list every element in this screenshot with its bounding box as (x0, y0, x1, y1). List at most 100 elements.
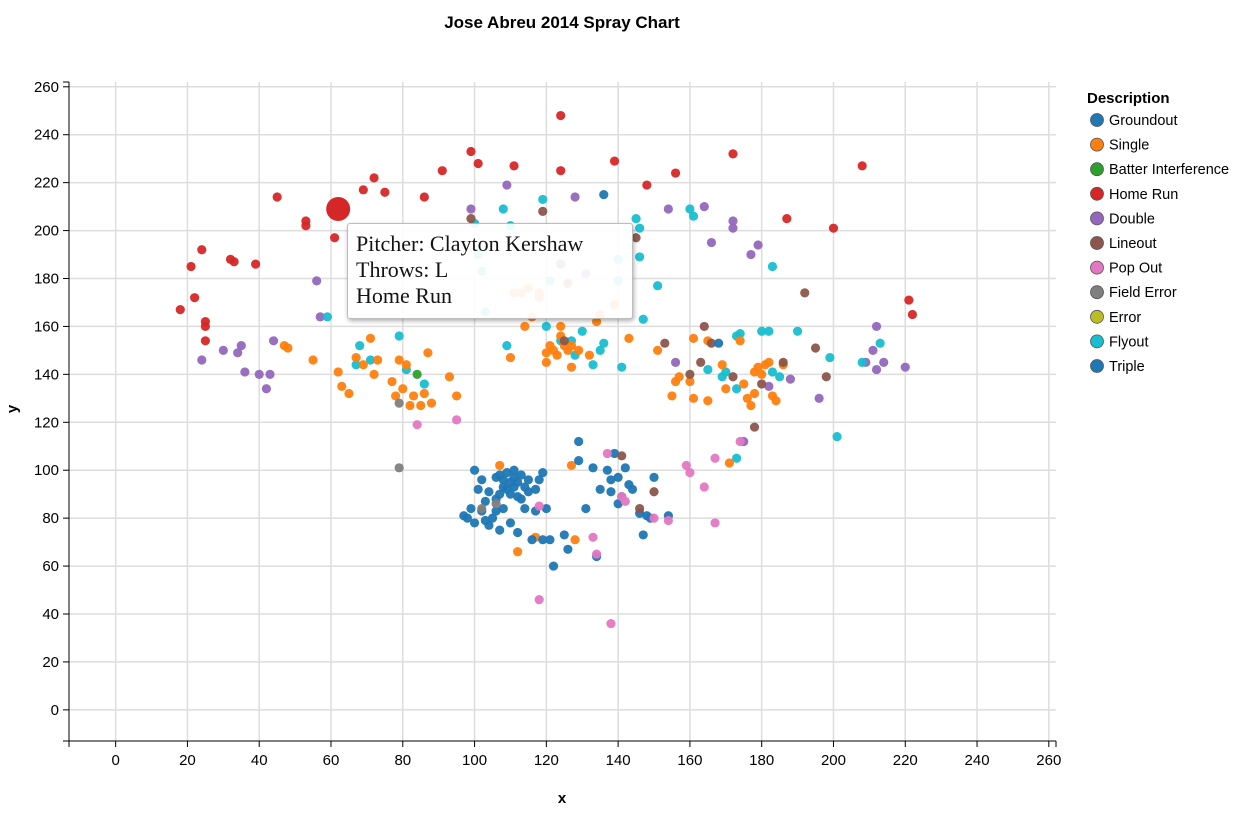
data-point[interactable] (520, 321, 530, 332)
data-point[interactable] (879, 357, 889, 367)
data-point[interactable] (480, 496, 490, 506)
data-point[interactable] (351, 360, 361, 370)
data-point[interactable] (764, 381, 774, 391)
data-point[interactable] (649, 487, 659, 497)
data-point[interactable] (200, 336, 210, 346)
data-point[interactable] (358, 185, 368, 195)
data-point[interactable] (685, 468, 695, 478)
data-point[interactable] (570, 192, 580, 202)
data-point[interactable] (473, 484, 483, 494)
data-point[interactable] (810, 343, 821, 353)
data-point[interactable] (699, 482, 709, 492)
data-point[interactable] (591, 317, 602, 327)
data-point[interactable] (757, 326, 767, 336)
data-point[interactable] (721, 384, 731, 394)
data-point[interactable] (513, 527, 523, 538)
data-point[interactable] (681, 460, 691, 471)
data-point[interactable] (358, 360, 368, 370)
data-point[interactable] (775, 372, 785, 382)
data-point[interactable] (523, 475, 534, 485)
data-point[interactable] (559, 530, 569, 540)
data-point[interactable] (749, 388, 760, 399)
data-point[interactable] (764, 326, 774, 336)
data-point[interactable] (631, 233, 641, 243)
data-point[interactable] (444, 372, 455, 382)
data-point[interactable] (552, 350, 562, 360)
data-point[interactable] (599, 190, 609, 200)
data-point[interactable] (505, 489, 516, 499)
data-point[interactable] (491, 499, 501, 509)
data-point[interactable] (563, 544, 573, 554)
data-point[interactable] (538, 206, 548, 217)
data-point[interactable] (373, 355, 383, 365)
data-point[interactable] (534, 595, 544, 605)
data-point[interactable] (602, 465, 612, 475)
data-point[interactable] (498, 503, 508, 514)
data-point[interactable] (706, 237, 717, 248)
data-point[interactable] (663, 204, 673, 214)
data-point[interactable] (670, 357, 681, 367)
data-point[interactable] (588, 532, 598, 542)
data-point[interactable] (757, 379, 767, 389)
data-point[interactable] (663, 515, 673, 526)
data-point[interactable] (570, 535, 580, 545)
data-point[interactable] (391, 391, 401, 401)
data-point[interactable] (484, 520, 494, 530)
data-point[interactable] (814, 393, 824, 403)
data-point[interactable] (731, 384, 742, 394)
data-point[interactable] (785, 374, 796, 384)
data-point[interactable] (717, 360, 727, 370)
data-point[interactable] (591, 549, 602, 559)
data-point[interactable] (620, 496, 630, 506)
data-point[interactable] (534, 475, 544, 485)
data-point[interactable] (516, 470, 526, 480)
data-point[interactable] (175, 305, 185, 315)
data-point[interactable] (900, 362, 910, 372)
data-point[interactable] (462, 513, 472, 523)
data-point[interactable] (556, 321, 566, 332)
data-point[interactable] (466, 204, 476, 214)
data-point[interactable] (197, 355, 207, 365)
data-point[interactable] (466, 146, 476, 157)
data-point[interactable] (541, 357, 551, 367)
data-point[interactable] (495, 460, 505, 471)
data-point[interactable] (538, 194, 548, 205)
data-point[interactable] (735, 329, 745, 339)
data-point[interactable] (218, 345, 228, 355)
data-point[interactable] (556, 166, 566, 176)
data-point[interactable] (394, 331, 404, 341)
data-point[interactable] (767, 261, 778, 272)
data-point[interactable] (606, 618, 616, 629)
data-point[interactable] (495, 525, 505, 535)
data-point[interactable] (792, 326, 803, 336)
data-point[interactable] (613, 472, 623, 482)
data-point[interactable] (581, 503, 591, 514)
data-point[interactable] (516, 494, 526, 504)
data-point[interactable] (753, 240, 763, 250)
data-point[interactable] (771, 396, 781, 406)
data-point[interactable] (782, 213, 792, 224)
data-point[interactable] (688, 211, 699, 221)
data-point[interactable] (254, 369, 264, 379)
data-point[interactable] (466, 213, 476, 224)
data-point[interactable] (653, 281, 663, 291)
data-point[interactable] (595, 484, 605, 494)
data-point[interactable] (398, 384, 408, 394)
data-point[interactable] (688, 393, 699, 403)
data-point[interactable] (871, 364, 882, 375)
data-point[interactable] (308, 355, 318, 365)
data-point[interactable] (685, 204, 695, 214)
data-point[interactable] (513, 477, 523, 487)
data-point[interactable] (502, 468, 512, 478)
data-point[interactable] (602, 448, 612, 459)
data-point[interactable] (746, 249, 756, 260)
data-point[interactable] (541, 348, 551, 358)
data-point[interactable] (365, 355, 376, 365)
data-point[interactable] (674, 372, 684, 382)
data-point[interactable] (322, 312, 333, 322)
data-point[interactable] (699, 321, 709, 332)
data-point[interactable] (631, 213, 641, 224)
data-point[interactable] (871, 321, 882, 332)
data-point[interactable] (660, 338, 670, 348)
data-point[interactable] (423, 348, 433, 358)
